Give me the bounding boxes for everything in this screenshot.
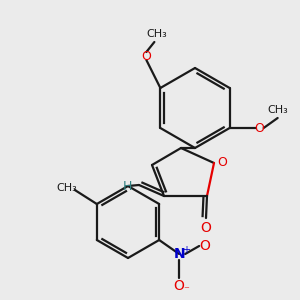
Text: N: N [173,247,185,261]
Text: H: H [122,181,132,194]
Text: CH₃: CH₃ [56,183,77,193]
Text: O: O [201,221,212,235]
Text: O: O [255,122,265,134]
Text: ⁻: ⁻ [183,285,189,295]
Text: CH₃: CH₃ [267,105,288,115]
Text: O: O [217,157,227,169]
Text: O: O [200,239,211,253]
Text: CH₃: CH₃ [146,29,167,39]
Text: O: O [141,50,151,62]
Text: +: + [182,245,190,255]
Text: O: O [174,279,184,293]
